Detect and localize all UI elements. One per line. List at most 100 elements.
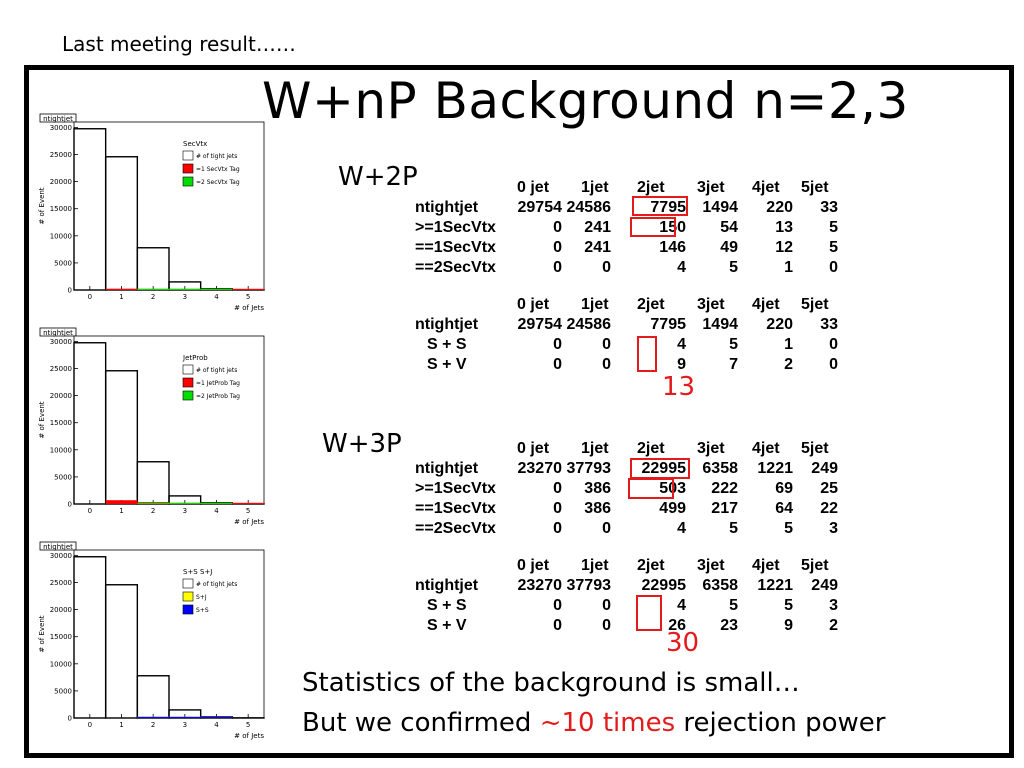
secvtx-histogram: ntightjet 30000 25000 20000 15000 10000 5000 0 0…	[38, 110, 268, 315]
histogram-bin	[169, 716, 201, 718]
table-cell: 0	[829, 356, 838, 373]
y-tick-label: 30000	[50, 124, 72, 132]
table-cell: 6358	[702, 577, 738, 594]
column-header: 2jet	[637, 440, 665, 457]
table-cell: 0	[553, 219, 562, 236]
legend-swatch	[182, 591, 194, 602]
table-cell: 217	[711, 500, 738, 517]
y-tick-label: 0	[68, 501, 72, 509]
x-tick-label: 0	[88, 293, 92, 301]
table-cell: 6358	[702, 460, 738, 477]
footer-line-2: But we confirmed ~10 times rejection pow…	[302, 708, 885, 738]
table-cell: 13	[775, 219, 793, 236]
row-label: ==2SecVtx	[415, 520, 496, 537]
y-tick-label: 10000	[50, 232, 72, 240]
column-header: 5jet	[801, 179, 829, 196]
legend-swatch	[182, 150, 194, 161]
table-cell: 0	[602, 617, 611, 634]
y-tick-label: 30000	[50, 338, 72, 346]
column-header: 1jet	[581, 296, 609, 313]
column-header: 3jet	[697, 179, 725, 196]
x-axis-label: # of Jets	[234, 732, 264, 740]
table-cell: 33	[820, 199, 838, 216]
row-label: ntightjet	[415, 577, 479, 594]
row-label: S + V	[427, 356, 467, 373]
column-header: 0 jet	[517, 557, 550, 574]
y-tick-label: 25000	[50, 579, 72, 587]
table-cell: 29754	[517, 199, 563, 216]
column-header: 2jet	[637, 557, 665, 574]
table-cell: 1221	[757, 460, 793, 477]
y-tick-label: 0	[68, 287, 72, 295]
row-label: S + S	[427, 336, 467, 353]
table-cell: 37793	[566, 577, 612, 594]
table-cell: 9	[677, 356, 686, 373]
legend-swatch	[182, 163, 194, 174]
x-tick-label: 5	[246, 293, 250, 301]
table-cell: 5	[729, 520, 738, 537]
table-cell: 386	[584, 480, 611, 497]
histogram-bin	[169, 288, 201, 290]
histogram-name-box	[39, 113, 77, 123]
legend-entry: S+S	[196, 607, 209, 614]
column-header: 3jet	[697, 557, 725, 574]
y-tick-label: 15000	[50, 633, 72, 641]
table-cell: 5	[829, 239, 838, 256]
row-label: ntightjet	[415, 316, 479, 333]
x-tick-label: 4	[214, 721, 219, 729]
table-cell: 0	[553, 617, 562, 634]
table-cell: 146	[659, 239, 686, 256]
table-cell: 26	[668, 617, 686, 634]
x-tick-label: 5	[246, 721, 250, 729]
x-tick-label: 2	[151, 293, 155, 301]
legend-swatch	[182, 176, 194, 187]
table-cell: 0	[553, 520, 562, 537]
table-cell: 220	[766, 199, 793, 216]
x-tick-label: 2	[151, 507, 155, 515]
histogram-name: ntightjet	[43, 329, 73, 337]
column-header: 4jet	[752, 296, 780, 313]
x-tick-label: 5	[246, 507, 250, 515]
table-cell: 0	[553, 239, 562, 256]
table-cell: 49	[720, 239, 738, 256]
table-cell: 7795	[650, 199, 686, 216]
row-label: >=1SecVtx	[415, 480, 496, 497]
table-cell: 7795	[650, 316, 686, 333]
table-cell: 0	[602, 520, 611, 537]
legend-swatch	[182, 377, 194, 388]
y-tick-label: 10000	[50, 446, 72, 454]
table-cell: 33	[820, 316, 838, 333]
table-cell: 1	[784, 259, 793, 276]
y-tick-label: 20000	[50, 392, 72, 400]
x-tick-label: 1	[119, 293, 123, 301]
slide-title: W+nP Background n=2,3	[262, 72, 909, 130]
y-axis-label: # of Event	[38, 615, 46, 652]
table-cell: 5	[829, 219, 838, 236]
column-header: 4jet	[752, 179, 780, 196]
column-header: 5jet	[801, 440, 829, 457]
legend-entry: =2 JetProb Tag	[196, 393, 240, 400]
table-cell: 22	[820, 500, 838, 517]
legend-entry: S+J	[196, 594, 207, 601]
column-header: 1jet	[581, 179, 609, 196]
x-tick-label: 2	[151, 721, 155, 729]
y-tick-label: 25000	[50, 151, 72, 159]
table-cell: 1494	[702, 316, 738, 333]
row-label: S + V	[427, 617, 467, 634]
column-header: 0 jet	[517, 440, 550, 457]
w2p-label: W+2P	[338, 162, 418, 192]
table-cell: 1221	[757, 577, 793, 594]
table-cell: 4	[677, 597, 686, 614]
histogram-name: ntightjet	[43, 543, 73, 551]
legend-swatch	[182, 604, 194, 615]
table-cell: 12	[775, 239, 793, 256]
histogram-name-box	[39, 327, 77, 337]
column-header: 1jet	[581, 557, 609, 574]
table-cell: 7	[729, 356, 738, 373]
slide-frame	[24, 65, 1014, 758]
histogram-bin	[137, 288, 169, 290]
table-cell: 5	[729, 336, 738, 353]
table-cell: 5	[729, 597, 738, 614]
histogram-bin	[169, 502, 201, 504]
table-cell: 0	[602, 597, 611, 614]
